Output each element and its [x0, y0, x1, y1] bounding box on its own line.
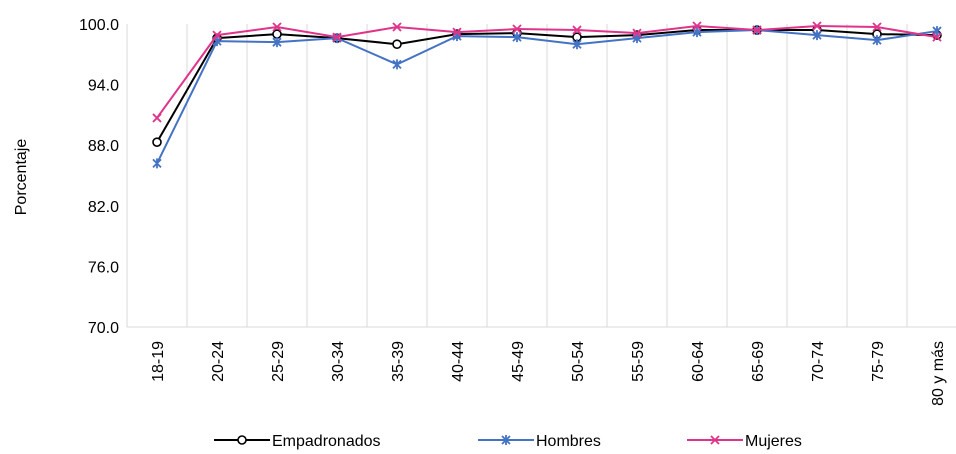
series-line-empadronados: [156, 29, 938, 143]
data-point-mujeres: [572, 25, 582, 35]
x-tick-label: 45-49: [510, 341, 527, 382]
legend-item-hombres: Hombres: [478, 433, 601, 450]
x-tick-label: 80 y más: [930, 341, 947, 406]
x-tick-label: 70-74: [810, 341, 827, 382]
legend-label-hombres: Hombres: [536, 433, 601, 450]
y-tick-label: 76.0: [88, 259, 119, 276]
legend-marker-mujeres: [710, 435, 720, 445]
y-axis-ticks: 70.0 76.0 82.0 88.0 94.0 100.0: [79, 17, 119, 337]
x-tick-label: 30-34: [330, 341, 347, 382]
data-point-hombres: [272, 37, 282, 48]
legend-label-empadronados: Empadronados: [272, 433, 381, 450]
series-line-mujeres: [156, 25, 938, 119]
data-point-empadronados: [152, 137, 162, 147]
y-tick-label: 82.0: [88, 199, 119, 216]
grid: [126, 24, 956, 328]
series-mujeres: [152, 21, 942, 123]
series-line-hombres: [156, 29, 938, 164]
data-point-mujeres: [932, 32, 942, 42]
x-tick-label: 55-59: [630, 341, 647, 382]
y-tick-label: 70.0: [88, 320, 119, 337]
data-point-empadronados: [392, 39, 402, 50]
legend-marker-empadronados: [237, 435, 247, 445]
data-point-mujeres: [392, 22, 402, 32]
x-tick-label: 18-19: [150, 341, 167, 382]
series-layer: [152, 21, 942, 169]
x-tick-label: 25-29: [270, 341, 287, 382]
data-point-mujeres: [152, 113, 162, 123]
x-tick-label: 65-69: [750, 341, 767, 382]
y-tick-label: 94.0: [88, 78, 119, 95]
y-tick-label: 100.0: [79, 17, 119, 34]
data-point-hombres: [572, 39, 582, 50]
data-point-empadronados: [272, 29, 282, 39]
y-tick-label: 88.0: [88, 138, 119, 155]
data-point-hombres: [512, 32, 522, 43]
legend-item-empadronados: Empadronados: [214, 433, 381, 450]
data-point-mujeres: [272, 22, 282, 32]
legend-marker-hombres: [501, 435, 511, 445]
x-tick-label: 40-44: [450, 341, 467, 382]
legend: Empadronados Hombres Mujeres: [214, 433, 802, 450]
data-point-mujeres: [452, 27, 462, 37]
data-point-hombres: [812, 30, 822, 41]
x-tick-label: 60-64: [690, 341, 707, 382]
x-tick-label: 75-79: [870, 341, 887, 382]
data-point-mujeres: [632, 28, 642, 38]
y-axis-title: Porcentaje: [13, 139, 30, 216]
data-point-mujeres: [212, 30, 222, 40]
data-point-mujeres: [692, 21, 702, 31]
legend-label-mujeres: Mujeres: [745, 433, 802, 450]
x-tick-label: 50-54: [570, 341, 587, 382]
data-point-mujeres: [332, 32, 342, 42]
series-hombres: [152, 25, 942, 169]
data-point-mujeres: [752, 25, 762, 35]
x-tick-label: 35-39: [390, 341, 407, 382]
x-tick-label: 20-24: [210, 341, 227, 382]
data-point-hombres: [392, 59, 402, 70]
data-point-mujeres: [872, 22, 882, 32]
data-point-hombres: [152, 158, 162, 169]
legend-item-mujeres: Mujeres: [687, 433, 802, 450]
data-point-mujeres: [512, 24, 522, 34]
data-point-hombres: [872, 35, 882, 46]
data-point-mujeres: [812, 21, 822, 31]
x-axis-ticks: 18-19 20-24 25-29 30-34 35-39 40-44 45-49 50-54…: [150, 341, 947, 406]
